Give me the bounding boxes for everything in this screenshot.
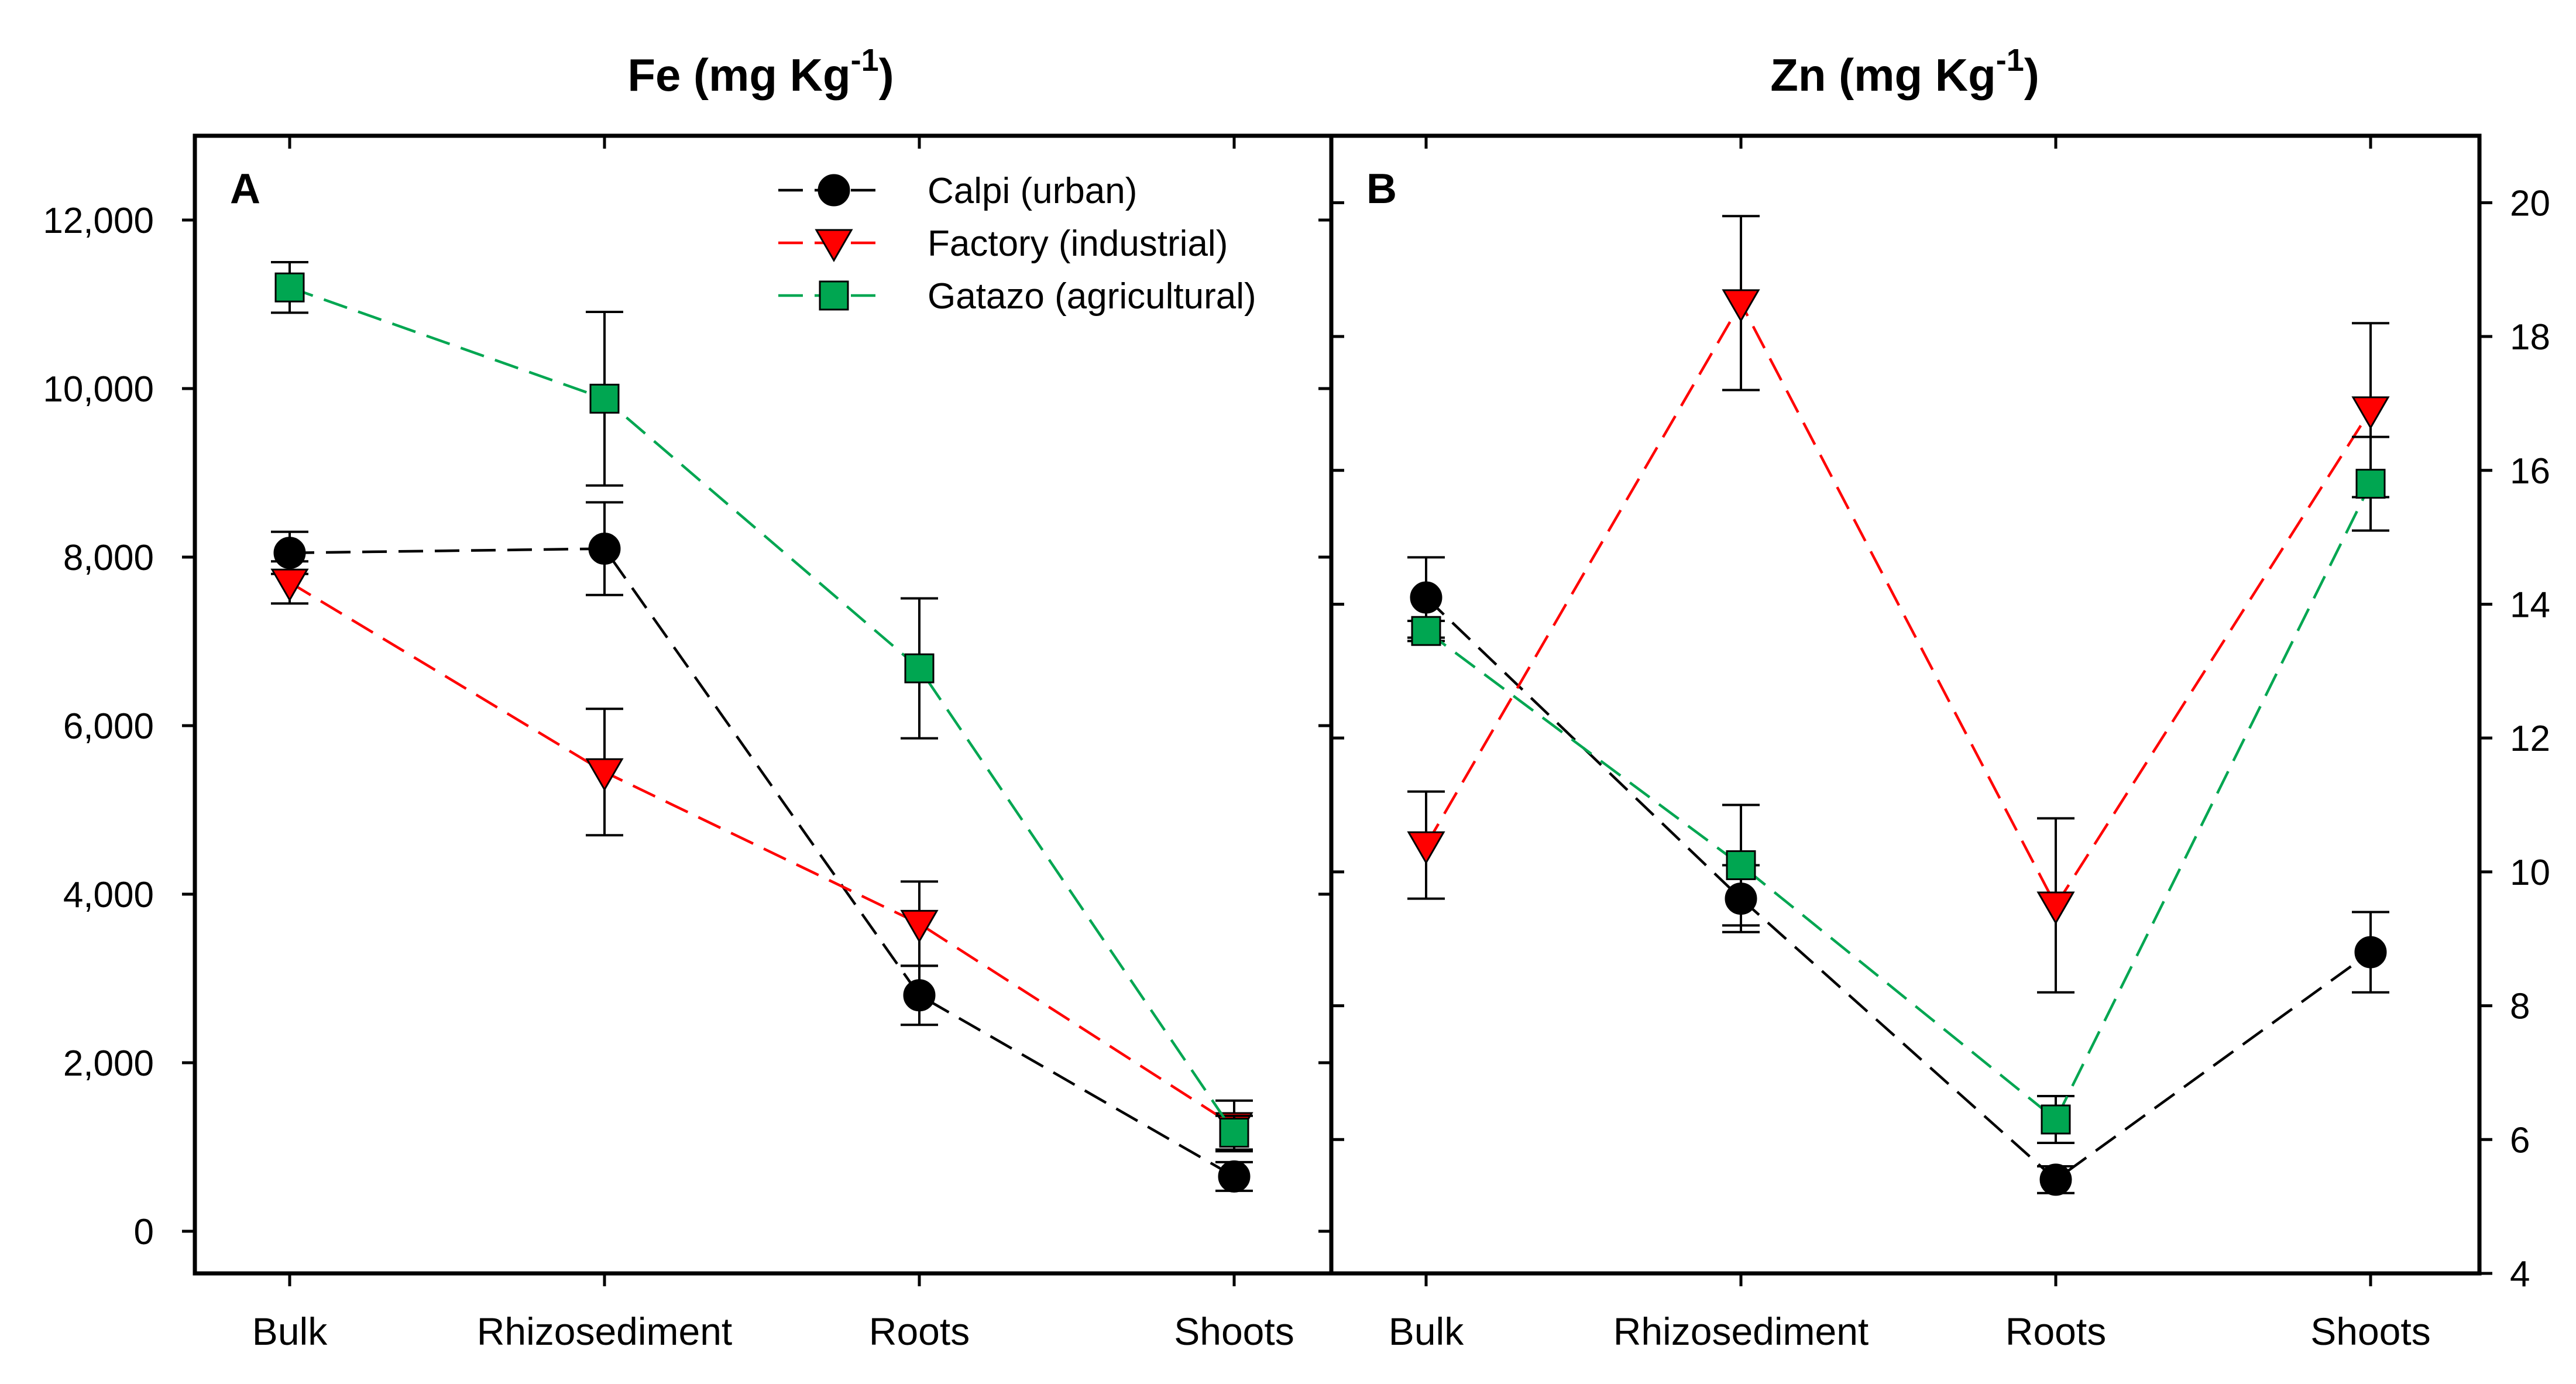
data-point — [1407, 831, 1445, 865]
panel-A: Fe (mg Kg-1) A 0 2,000 4,000 6,000 8,000 10,000… — [43, 43, 1334, 1353]
series-line — [1425, 483, 2372, 1122]
data-point — [585, 758, 624, 792]
legend-label: Gatazo (agricultural) — [928, 276, 1256, 317]
data-point — [2354, 936, 2387, 969]
series-circle — [1407, 556, 2389, 1196]
data-point — [2036, 891, 2075, 925]
data-point — [2351, 396, 2390, 430]
data-point — [2355, 469, 2386, 499]
y-tick-label: 6 — [2510, 1120, 2530, 1160]
series-line — [288, 581, 1235, 1127]
legend-label: Factory (industrial) — [928, 224, 1228, 264]
data-point — [588, 533, 621, 565]
y-tick-label: 4,000 — [63, 875, 154, 915]
series-line — [1425, 596, 2372, 1182]
y-tick-label: 18 — [2510, 317, 2550, 358]
panel-title: Zn (mg Kg-1) — [1770, 43, 2039, 101]
legend-marker — [818, 174, 850, 207]
legend: Calpi (urban) Factory (industrial) Gatazo … — [778, 171, 1256, 317]
y-tick-label: 10,000 — [43, 369, 154, 410]
y-tick-label: 12,000 — [43, 201, 154, 241]
data-point — [1411, 616, 1441, 646]
x-category-label: Bulk — [252, 1310, 328, 1353]
data-point — [903, 979, 936, 1012]
y-tick-label: 8,000 — [63, 538, 154, 578]
series-circle — [271, 501, 1253, 1193]
y-tick-label: 16 — [2510, 451, 2550, 492]
legend-marker — [819, 280, 849, 311]
legend-marker — [815, 229, 853, 263]
y-tick-label: 20 — [2510, 183, 2550, 224]
y-tick-label: 4 — [2510, 1254, 2530, 1294]
data-point — [274, 272, 305, 303]
x-category-label: Bulk — [1389, 1310, 1464, 1353]
panel-letter: B — [1366, 166, 1397, 212]
data-point — [904, 653, 935, 684]
x-category-label: Rhizosediment — [1613, 1310, 1869, 1353]
data-point — [1219, 1118, 1249, 1148]
data-point — [2039, 1163, 2072, 1196]
panel-title: Fe (mg Kg-1) — [627, 43, 894, 101]
series-triangle-down — [270, 560, 1253, 1153]
data-point — [589, 383, 620, 414]
data-point — [1410, 581, 1442, 614]
data-point — [270, 568, 309, 602]
series-line — [289, 547, 1235, 1178]
x-category-label: Roots — [2005, 1310, 2106, 1353]
y-tick-label: 2,000 — [63, 1043, 154, 1084]
y-tick-label: 14 — [2510, 585, 2550, 625]
series-line — [1425, 300, 2372, 908]
legend-label: Calpi (urban) — [928, 171, 1137, 211]
y-tick-label: 12 — [2510, 719, 2550, 759]
data-point — [900, 909, 939, 943]
y-tick-label: 8 — [2510, 987, 2530, 1027]
y-tick-label: 10 — [2510, 853, 2550, 893]
x-category-label: Shoots — [1174, 1310, 1294, 1353]
y-tick-label: 6,000 — [63, 706, 154, 747]
data-point — [1722, 289, 1760, 322]
data-point — [1726, 850, 1756, 880]
y-tick-label: 0 — [134, 1212, 154, 1252]
x-category-label: Roots — [869, 1310, 970, 1353]
plot-frame — [1329, 133, 2482, 1276]
panel-B: Zn (mg Kg-1) B 4 6 8 10 12 14 16 18 20 Bulk Rhizosed… — [1329, 43, 2550, 1353]
series-square — [271, 261, 1253, 1151]
series-triangle-down — [1407, 215, 2390, 994]
data-point — [1218, 1160, 1251, 1193]
series-square — [1407, 435, 2389, 1145]
chart-panels: Fe (mg Kg-1) A 0 2,000 4,000 6,000 8,000 10,000… — [43, 43, 2550, 1353]
x-category-label: Rhizosediment — [477, 1310, 733, 1353]
data-point — [2041, 1104, 2071, 1135]
panel-letter: A — [230, 166, 260, 212]
x-category-label: Shoots — [2310, 1310, 2430, 1353]
series-line — [289, 286, 1235, 1134]
